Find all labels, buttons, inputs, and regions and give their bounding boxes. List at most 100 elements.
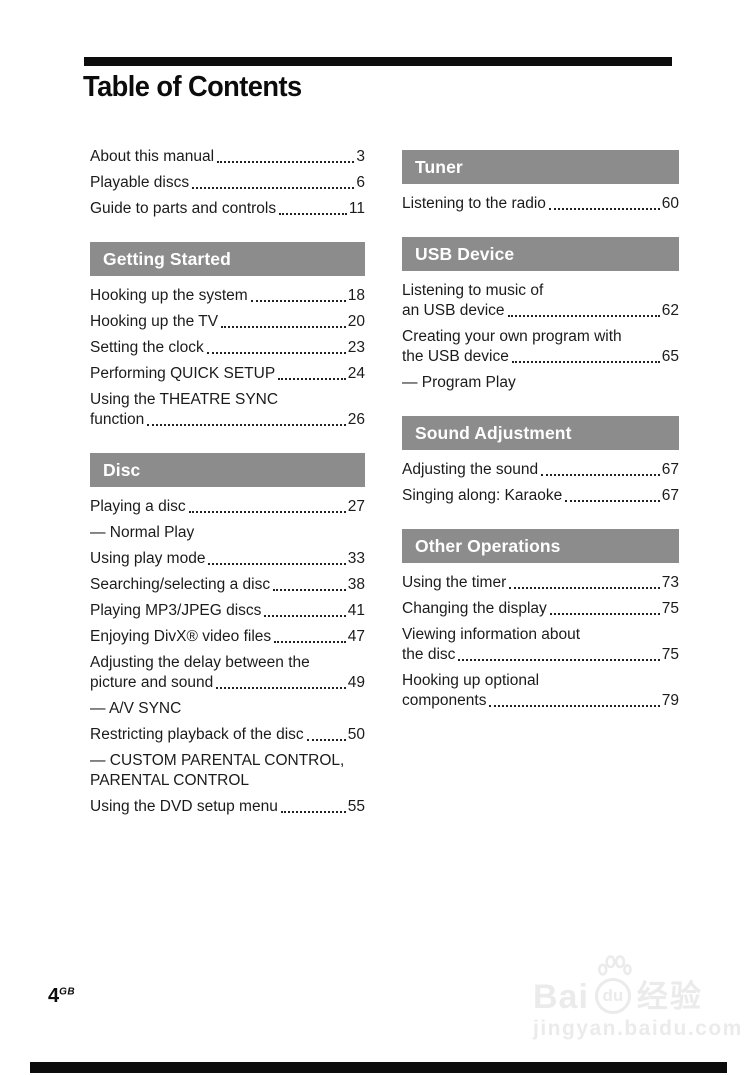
- section-header-label: Getting Started: [103, 249, 231, 269]
- toc-entry-page-number: 50: [347, 726, 365, 743]
- toc-entry[interactable]: Listening to music of an USB device 62: [402, 281, 679, 321]
- toc-entry-label: an USB device: [402, 302, 505, 319]
- toc-entry-label: Setting the clock: [90, 339, 204, 356]
- toc-entry-page-number: 67: [661, 487, 679, 504]
- dot-leader: [274, 641, 346, 643]
- toc-entry[interactable]: Setting the clock 23: [90, 338, 365, 358]
- toc-entry-main: Playable discs 6: [90, 173, 365, 193]
- toc-entry[interactable]: Hooking up optional components 79: [402, 671, 679, 711]
- toc-entry-main: Using play mode 33: [90, 549, 365, 569]
- toc-entry[interactable]: Hooking up the system 18: [90, 286, 365, 306]
- section-header: Getting Started: [90, 242, 365, 276]
- baidu-watermark: Bai du 经验 jingyan.baidu.com: [533, 955, 743, 1041]
- toc-entry[interactable]: — Normal Play: [90, 523, 365, 543]
- dot-leader: [188, 511, 346, 513]
- toc-entry-main: About this manual 3: [90, 147, 365, 167]
- toc-entry-page-number: 41: [347, 602, 365, 619]
- dot-leader: [273, 589, 346, 591]
- toc-entry-page-number: 73: [661, 574, 679, 591]
- toc-entry-label: components: [402, 692, 487, 709]
- top-rule: [84, 57, 672, 66]
- toc-entry[interactable]: — Program Play: [402, 373, 679, 393]
- toc-entry-label: Enjoying DivX® video files: [90, 628, 272, 645]
- section-header: Other Operations: [402, 529, 679, 563]
- toc-entry[interactable]: Hooking up the TV 20: [90, 312, 365, 332]
- section-header: USB Device: [402, 237, 679, 271]
- toc-entry[interactable]: Playing MP3/JPEG discs 41: [90, 601, 365, 621]
- toc-entry[interactable]: Creating your own program with the USB de…: [402, 327, 679, 367]
- toc-entry-main: Hooking up the TV 20: [90, 312, 365, 332]
- toc-entry[interactable]: Using the DVD setup menu 55: [90, 797, 365, 817]
- toc-entry-main: Playing a disc 27: [90, 497, 365, 517]
- toc-left-column: About this manual 3 Playable discs 6 Guide t…: [90, 140, 365, 823]
- toc-entry-main: Restricting playback of the disc 50: [90, 725, 365, 745]
- toc-entry-main: picture and sound 49: [90, 673, 365, 693]
- dot-leader: [511, 361, 660, 363]
- toc-entry[interactable]: Performing QUICK SETUP 24: [90, 364, 365, 384]
- toc-entry[interactable]: Using the timer 73: [402, 573, 679, 593]
- toc-entry[interactable]: About this manual 3: [90, 147, 365, 167]
- section-header: Sound Adjustment: [402, 416, 679, 450]
- toc-entry[interactable]: Searching/selecting a disc 38: [90, 575, 365, 595]
- bottom-rule: [30, 1062, 727, 1073]
- toc-entry-main: Searching/selecting a disc 38: [90, 575, 365, 595]
- dot-leader: [250, 300, 346, 302]
- toc-entry-page-number: 18: [347, 287, 365, 304]
- toc-entry[interactable]: Guide to parts and controls 11: [90, 199, 365, 219]
- dot-leader: [458, 659, 660, 661]
- toc-entry[interactable]: Using the THEATRE SYNC function 26: [90, 390, 365, 430]
- dot-leader: [280, 811, 346, 813]
- toc-entry-page-number: 38: [347, 576, 365, 593]
- toc-entry-label: Listening to the radio: [402, 195, 546, 212]
- section-header-label: USB Device: [415, 244, 515, 264]
- toc-entry-label: Singing along: Karaoke: [402, 487, 563, 504]
- toc-entry-page-number: 47: [347, 628, 365, 645]
- toc-entry[interactable]: Viewing information about the disc 75: [402, 625, 679, 665]
- toc-entry[interactable]: Adjusting the sound 67: [402, 460, 679, 480]
- toc-entry-page-number: 55: [347, 798, 365, 815]
- toc-entry[interactable]: Listening to the radio 60: [402, 194, 679, 214]
- toc-entry-label: picture and sound: [90, 674, 214, 691]
- toc-section-intro: About this manual 3 Playable discs 6 Guide t…: [90, 147, 365, 219]
- toc-entry-main: Guide to parts and controls 11: [90, 199, 365, 219]
- toc-entry-label: Playable discs: [90, 174, 190, 191]
- toc-entry[interactable]: Singing along: Karaoke 67: [402, 486, 679, 506]
- toc-entry-line: Using the THEATRE SYNC: [90, 391, 279, 408]
- toc-entry-label: Hooking up the TV: [90, 313, 219, 330]
- toc-entry-page-number: 75: [661, 646, 679, 663]
- toc-entry[interactable]: Changing the display 75: [402, 599, 679, 619]
- toc-entry-line: Viewing information about: [402, 626, 581, 643]
- toc-entry-label: Playing MP3/JPEG discs: [90, 602, 262, 619]
- toc-section-usb-device: USB Device Listening to music of an USB de…: [402, 237, 679, 393]
- dot-leader: [279, 213, 347, 215]
- toc-entry-page-number: 60: [661, 195, 679, 212]
- toc-entry[interactable]: Enjoying DivX® video files 47: [90, 627, 365, 647]
- dot-leader: [306, 739, 346, 741]
- toc-entry-main: Singing along: Karaoke 67: [402, 486, 679, 506]
- toc-entry[interactable]: Playing a disc 27: [90, 497, 365, 517]
- toc-entry-line: Hooking up optional: [402, 672, 540, 689]
- toc-entry-main: an USB device 62: [402, 301, 679, 321]
- toc-entry[interactable]: Restricting playback of the disc 50: [90, 725, 365, 745]
- toc-entry-main: function 26: [90, 410, 365, 430]
- toc-entry[interactable]: Adjusting the delay between the picture a…: [90, 653, 365, 693]
- toc-entry[interactable]: — A/V SYNC: [90, 699, 365, 719]
- toc-entry-label: PARENTAL CONTROL: [90, 772, 250, 789]
- page-number: 4GB: [48, 985, 75, 1008]
- baidu-logo: du: [593, 955, 633, 1014]
- toc-entry[interactable]: Playable discs 6: [90, 173, 365, 193]
- section-header-label: Sound Adjustment: [415, 423, 572, 443]
- toc-entry-page-number: 33: [347, 550, 365, 567]
- baidu-watermark-url: jingyan.baidu.com: [533, 1017, 743, 1040]
- section-header: Disc: [90, 453, 365, 487]
- toc-entry[interactable]: Using play mode 33: [90, 549, 365, 569]
- toc-entry-page-number: 79: [661, 692, 679, 709]
- toc-entry-label: Using the timer: [402, 574, 507, 591]
- dot-leader: [548, 208, 660, 210]
- toc-section-disc: Disc Playing a disc 27 — Normal Play Using p…: [90, 453, 365, 817]
- toc-entry-label: the USB device: [402, 348, 509, 365]
- toc-entry[interactable]: — CUSTOM PARENTAL CONTROL, PARENTAL CONTR…: [90, 751, 365, 791]
- toc-entry-label: function: [90, 411, 145, 428]
- toc-entry-label: Playing a disc: [90, 498, 186, 515]
